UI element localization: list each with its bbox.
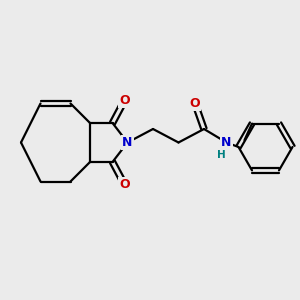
Text: N: N: [221, 136, 232, 149]
Text: O: O: [119, 94, 130, 107]
Text: O: O: [119, 178, 130, 191]
Text: H: H: [217, 150, 226, 160]
Text: N: N: [122, 136, 133, 149]
Text: O: O: [190, 97, 200, 110]
